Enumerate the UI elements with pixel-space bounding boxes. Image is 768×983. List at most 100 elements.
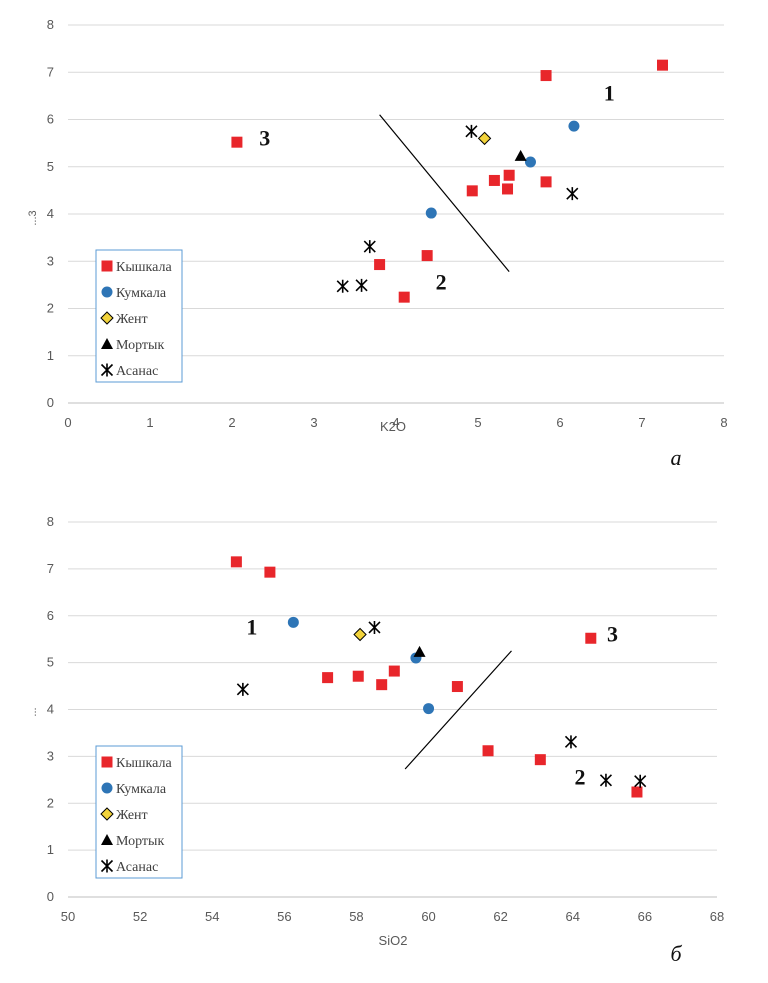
boundary-line (379, 114, 510, 273)
data-point (355, 278, 368, 292)
x-tick-label: 62 (493, 909, 507, 924)
y-tick-label: 1 (47, 348, 54, 363)
data-point (368, 620, 381, 634)
y-tick-label: 8 (47, 17, 54, 32)
x-tick-label: 6 (556, 415, 563, 430)
x-tick-label: 3 (310, 415, 317, 430)
region-label: 1 (604, 81, 615, 106)
x-tick-label: 8 (720, 415, 727, 430)
data-point (363, 240, 376, 254)
series-asterisk (336, 124, 579, 293)
data-point (352, 670, 364, 682)
x-tick-label: 68 (710, 909, 724, 924)
data-point (236, 682, 249, 696)
x-tick-label: 5 (474, 415, 481, 430)
data-point (388, 665, 400, 677)
legend: Кышкала Кумкала Жент Мортык Асанас (95, 745, 183, 879)
series-triangle (413, 645, 426, 657)
x-tick-label: 4 (392, 415, 399, 430)
y-tick-label: 2 (47, 301, 54, 316)
legend-label: Мортык (116, 338, 164, 353)
data-point (502, 183, 514, 195)
series-diamond (353, 627, 367, 642)
series-asterisk (236, 620, 647, 788)
boundary-line (404, 650, 512, 770)
y-tick-label: 4 (47, 206, 54, 221)
legend-label: Кышкала (116, 756, 172, 771)
y-axis-title: ... (27, 707, 39, 716)
x-tick-label: 50 (61, 909, 75, 924)
legend-marker (101, 782, 113, 794)
x-tick-label: 58 (349, 909, 363, 924)
legend-marker (101, 756, 113, 768)
legend-marker (100, 859, 114, 873)
panel-letter: а (671, 445, 682, 470)
data-point (477, 131, 492, 146)
y-tick-label: 7 (47, 64, 54, 79)
region-label: 2 (436, 270, 447, 295)
data-point (423, 703, 435, 715)
y-tick-label: 4 (47, 702, 54, 717)
data-point (488, 174, 500, 186)
data-point (287, 616, 299, 628)
chart-panel-1: 0 1 2 3 4 5 6 7 8 0 1 2 3 4 5 6 7 8 K2O ...3 1 2 3 а Кышкала Кумк… (27, 17, 728, 470)
data-point (421, 250, 433, 262)
legend-marker (101, 286, 113, 298)
y-axis-title: ...3 (27, 210, 39, 225)
x-axis-title: SiO2 (379, 933, 408, 948)
data-point (566, 187, 579, 201)
series-square (231, 59, 668, 303)
data-point (398, 291, 410, 303)
data-point (534, 754, 546, 766)
series-circle (425, 120, 580, 219)
data-point (599, 773, 613, 787)
x-tick-label: 56 (277, 909, 291, 924)
legend-label: Жент (116, 312, 148, 327)
data-point (568, 120, 580, 132)
x-tick-label: 54 (205, 909, 219, 924)
data-point (264, 566, 276, 578)
data-point (336, 279, 349, 293)
data-point (524, 156, 536, 168)
x-axis-title: K2O (380, 419, 406, 434)
data-point (634, 774, 647, 788)
x-tick-label: 2 (228, 415, 235, 430)
data-point (322, 672, 334, 684)
legend-label: Мортык (116, 834, 164, 849)
y-tick-label: 6 (47, 608, 54, 623)
data-point (425, 207, 437, 219)
y-tick-label: 3 (47, 253, 54, 268)
y-tick-label: 6 (47, 112, 54, 127)
legend-marker (101, 834, 113, 845)
data-point (451, 681, 463, 693)
y-tick-label: 2 (47, 795, 54, 810)
region-label: 3 (259, 125, 270, 150)
y-tick-label: 0 (47, 395, 54, 410)
x-tick-label: 64 (566, 909, 580, 924)
y-tick-label: 5 (47, 159, 54, 174)
region-label: 2 (574, 765, 585, 790)
x-tick-label: 66 (638, 909, 652, 924)
region-label: 3 (607, 622, 618, 647)
data-point (514, 149, 527, 161)
series-circle (287, 616, 435, 715)
data-point (631, 786, 643, 798)
x-tick-label: 0 (64, 415, 71, 430)
legend-label: Кумкала (116, 286, 167, 301)
data-point (465, 124, 478, 138)
data-point (564, 735, 578, 749)
legend-label: Кумкала (116, 782, 167, 797)
legend-label: Кышкала (116, 260, 172, 275)
y-tick-label: 0 (47, 889, 54, 904)
x-tick-label: 1 (146, 415, 153, 430)
data-point (374, 259, 386, 271)
y-tick-label: 8 (47, 514, 54, 529)
data-point (413, 645, 426, 657)
series-diamond (477, 131, 492, 146)
legend-label: Асанас (116, 364, 158, 379)
series-square (230, 556, 643, 798)
x-tick-label: 52 (133, 909, 147, 924)
data-point (466, 185, 478, 197)
